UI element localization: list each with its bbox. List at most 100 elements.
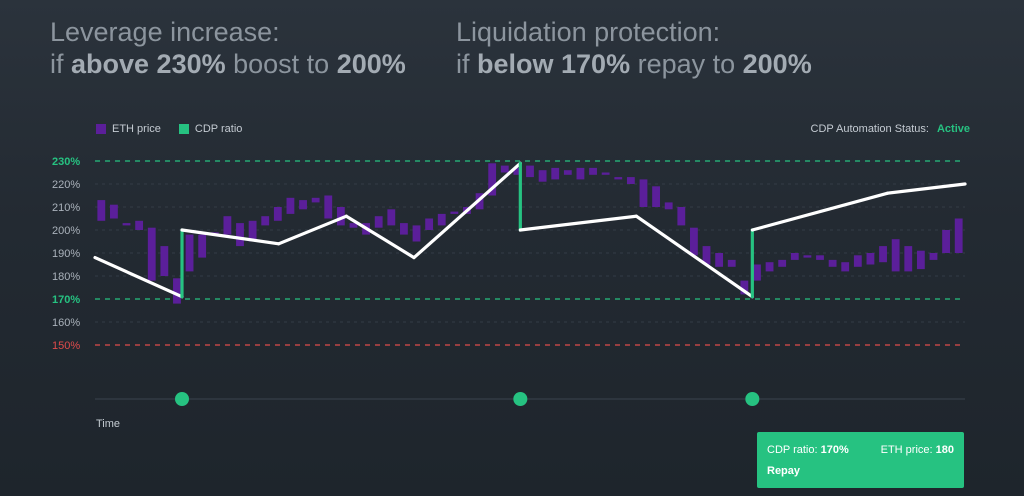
eth-price-bar [147,227,156,281]
repay-card-values: CDP ratio: 170% ETH price: 180 [767,444,954,456]
eth-price-bar [122,223,131,226]
cdp-ratio-segment [277,214,348,246]
eth-price-bar [248,220,257,242]
legend-item-eth: ETH price [96,123,161,135]
automation-event-marker [175,392,189,406]
cdp-ratio-segment [344,214,416,260]
cdp-ratio-segment [750,191,890,232]
eth-price-bar [753,264,761,281]
eth-price-bar [551,167,560,180]
eth-price-bar [488,163,497,196]
eth-price-bar [727,259,736,267]
eth-price-bar [841,262,850,272]
eth-price-bar [450,211,459,214]
eth-price-bar [425,218,434,230]
eth-price-bar [626,177,635,184]
eth-price-bar [273,207,282,221]
eth-price-bar [374,216,383,228]
card-cdp-ratio: CDP ratio: 170% [767,444,849,456]
automation-status-label: CDP Automation Status: [810,123,929,135]
headline-leverage: Leverage increase: if above 230% boost t… [50,16,406,80]
eth-price-bar [286,197,295,214]
card-eth-label: ETH price: [880,444,933,456]
eth-price-bar [97,200,106,221]
automation-status-value: Active [936,123,970,135]
eth-price-bar [349,223,358,228]
eth-price-bar [916,250,925,270]
eth-price-bar [198,234,207,258]
rule-trigger: below 170% [477,49,631,79]
eth-price-bar [299,200,307,210]
rule-target: 200% [742,49,812,79]
eth-price-bar [891,239,900,272]
rule-trigger: above 230% [71,49,226,79]
y-tick-label: 230% [52,156,80,168]
eth-price-bar [664,202,673,210]
eth-price-bar [853,255,862,267]
eth-price-bar [803,255,812,258]
eth-price-bar [387,209,396,226]
x-axis-label: Time [96,418,121,430]
legend-swatch-eth [96,124,106,134]
cdp-ratio-segment [180,228,281,246]
eth-price-bar [942,230,950,253]
rule-mid: repay to [630,49,743,79]
y-tick-label: 200% [52,225,80,237]
cdp-ratio-segment [518,214,638,232]
eth-price-bar [311,197,320,203]
eth-price-bar [400,223,408,235]
card-cdp-label: CDP ratio: [767,444,818,456]
rule-prefix: if [456,49,478,79]
eth-price-bar [324,195,333,219]
eth-price-bar [538,170,547,182]
rule-prefix: if [50,49,72,79]
eth-price-bar [866,253,875,265]
eth-price-bar [500,165,509,173]
headline-liquidation-rule: if below 170% repay to 200% [456,48,812,80]
eth-price-bar [236,223,244,247]
automation-status: CDP Automation Status: Active [811,123,970,135]
eth-price-bar [790,253,799,260]
eth-price-bar [437,213,446,226]
eth-price-bar [173,278,181,304]
cdp-ratio-segment [93,256,184,299]
y-tick-label: 160% [52,317,80,329]
legend-label-cdp: CDP ratio [194,123,243,135]
eth-price-bar [715,253,724,267]
eth-price-bar [639,179,648,207]
y-tick-label: 180% [52,271,80,283]
eth-price-bar [576,167,585,180]
eth-price-bar [336,207,345,226]
eth-price-bar [954,218,963,253]
eth-price-bar [816,255,824,260]
eth-price-bar [261,216,270,226]
card-eth-price: ETH price: 180 [881,444,954,456]
y-tick-label: 170% [52,294,80,306]
legend-label-eth: ETH price [112,123,161,135]
automation-event-marker [513,392,528,406]
y-tick-label: 150% [52,340,80,352]
cdp-ratio-segment [634,214,754,299]
y-tick-label: 190% [52,248,80,260]
eth-price-bar [677,207,686,226]
eth-price-bar [778,259,787,267]
y-tick-label: 220% [52,179,80,191]
headline-liquidation-title: Liquidation protection: [456,17,721,47]
eth-price-bar [929,253,938,260]
repay-action[interactable]: Repay [767,465,801,477]
eth-price-bar [513,167,522,175]
eth-price-bar [904,246,913,272]
eth-price-bar [412,225,421,242]
card-cdp-value: 170% [820,444,849,456]
eth-price-bar [828,259,837,267]
eth-price-bar [526,165,534,178]
eth-price-bar [589,167,597,175]
eth-price-bar [110,204,118,219]
eth-price-bar [563,170,572,175]
rule-target: 200% [336,49,406,79]
repay-card[interactable]: CDP ratio: 170% ETH price: 180 Repay [757,432,964,488]
eth-price-bar [601,172,610,175]
eth-price-bar [740,280,749,295]
legend-swatch-cdp [178,124,189,134]
